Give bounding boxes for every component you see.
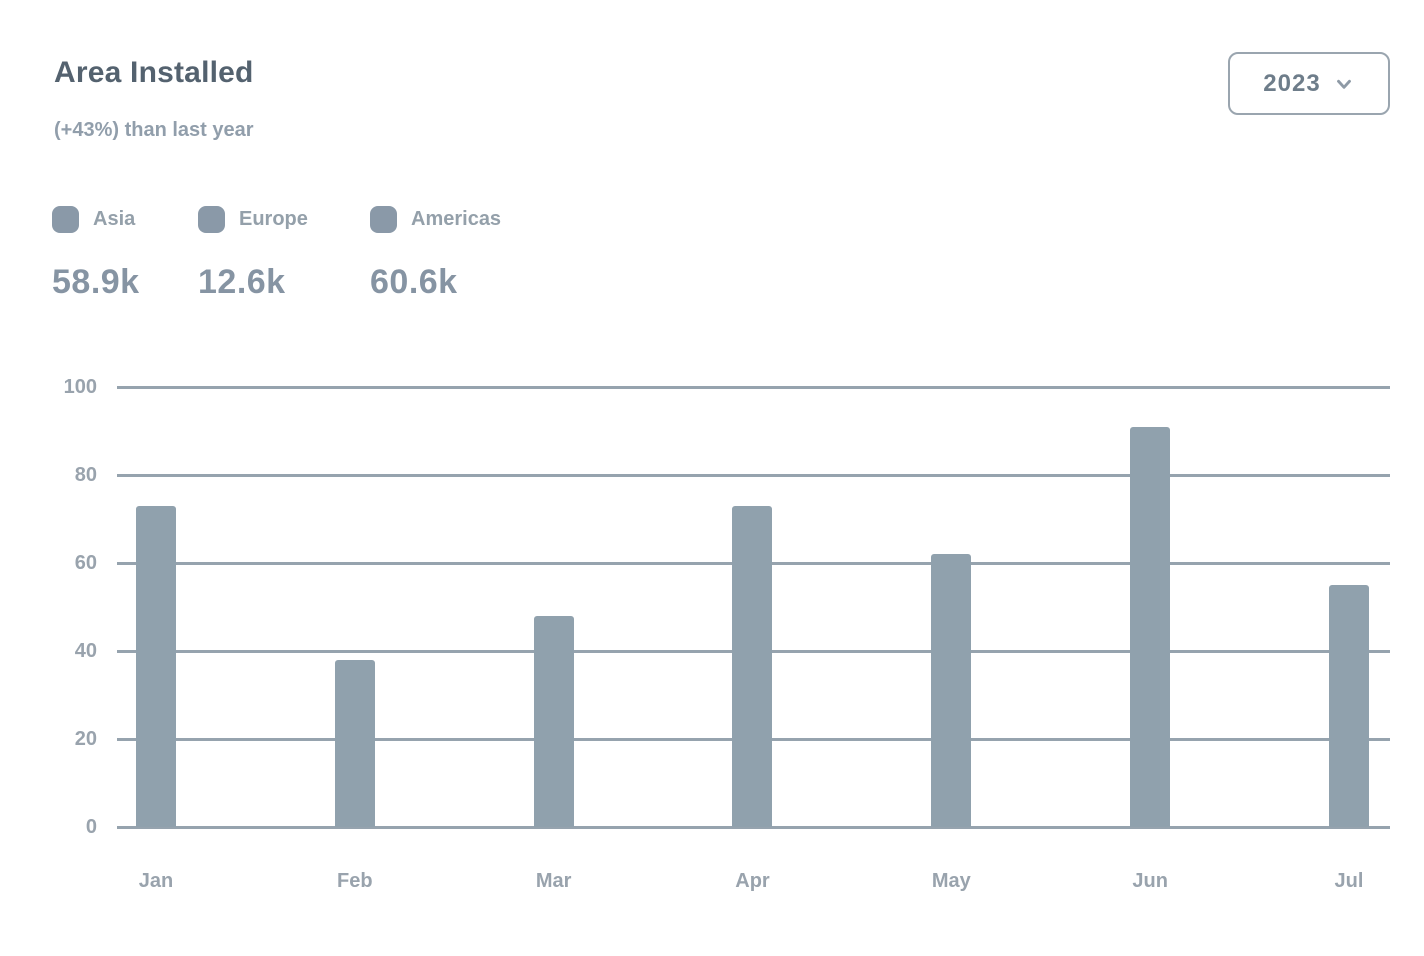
bar-jun[interactable] bbox=[1130, 426, 1171, 827]
x-axis-tick-label: Jun bbox=[1132, 870, 1168, 892]
legend-label: Americas bbox=[411, 208, 502, 230]
gridline bbox=[117, 825, 1390, 829]
y-axis-tick-label: 40 bbox=[74, 640, 97, 662]
bar-apr[interactable] bbox=[732, 505, 773, 827]
bar-feb[interactable] bbox=[334, 659, 375, 827]
legend-item-europe[interactable]: Europe bbox=[198, 206, 308, 233]
y-axis-tick-label: 0 bbox=[85, 816, 97, 838]
x-axis-tick-label: Feb bbox=[337, 870, 373, 892]
bar-jan[interactable] bbox=[136, 505, 176, 827]
legend-item-asia[interactable]: Asia bbox=[52, 206, 135, 233]
y-axis-tick-label: 80 bbox=[74, 464, 97, 486]
legend-label: Asia bbox=[93, 208, 136, 230]
year-select-button[interactable]: 2023 bbox=[1228, 52, 1390, 115]
legend-total: 12.6k bbox=[198, 263, 286, 301]
legend-total: 60.6k bbox=[370, 263, 458, 301]
page-subtitle: (+43%) than last year bbox=[54, 119, 254, 141]
gridline bbox=[117, 473, 1390, 477]
page-title: Area Installed bbox=[54, 56, 254, 89]
chevron-down-icon bbox=[1333, 73, 1355, 95]
y-axis-tick-label: 60 bbox=[74, 552, 97, 574]
bar-jul[interactable] bbox=[1328, 585, 1369, 827]
x-axis-tick-label: Jan bbox=[138, 870, 174, 892]
x-axis-tick-label: Mar bbox=[535, 870, 572, 892]
x-axis-tick-label: Jul bbox=[1334, 870, 1364, 892]
legend-item-americas[interactable]: Americas bbox=[370, 206, 501, 233]
legend-label: Europe bbox=[239, 208, 308, 230]
legend-marker-icon bbox=[52, 206, 79, 233]
bar-mar[interactable] bbox=[533, 615, 574, 827]
legend-marker-icon bbox=[198, 206, 225, 233]
bar-may[interactable] bbox=[931, 554, 972, 827]
x-axis-tick-label: May bbox=[931, 870, 971, 892]
legend-total: 58.9k bbox=[52, 263, 140, 301]
legend-marker-icon bbox=[370, 206, 397, 233]
y-axis-tick-label: 100 bbox=[63, 376, 97, 398]
year-select-label: 2023 bbox=[1263, 69, 1321, 97]
x-axis-tick-label: Apr bbox=[735, 870, 770, 892]
gridline bbox=[117, 385, 1390, 389]
y-axis-tick-label: 20 bbox=[74, 728, 97, 750]
